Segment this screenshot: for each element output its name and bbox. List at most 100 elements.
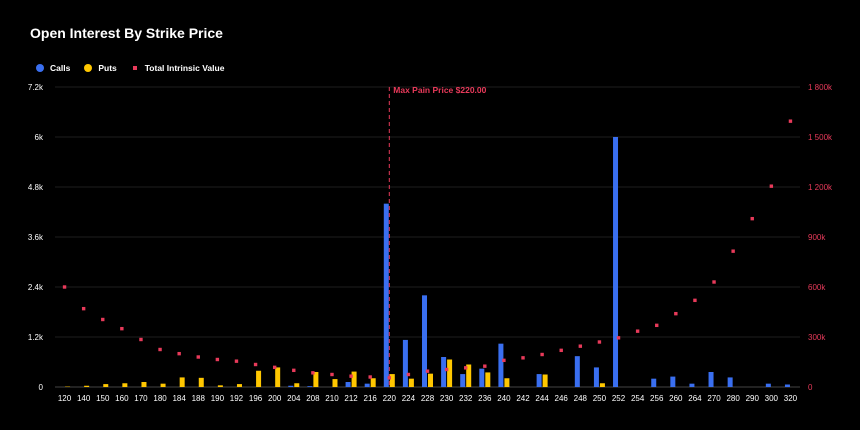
intrinsic-value-point <box>62 285 67 289</box>
x-tick-label: 240 <box>497 394 511 403</box>
y-right-tick-label: 1 200k <box>808 183 833 192</box>
calls-bar <box>784 384 790 387</box>
calls-bar <box>479 368 485 387</box>
intrinsic-value-point <box>81 306 86 311</box>
calls-bar <box>288 385 294 387</box>
y-right-tick-label: 900k <box>808 233 826 242</box>
x-tick-label: 254 <box>631 394 645 403</box>
intrinsic-value-point <box>693 298 697 303</box>
intrinsic-value-point <box>253 362 258 367</box>
puts-bar <box>160 383 166 387</box>
x-tick-label: 208 <box>306 394 320 403</box>
legend-item-intrinsic[interactable]: Total Intrinsic Value <box>131 63 225 73</box>
legend-label-intrinsic: Total Intrinsic Value <box>144 63 225 73</box>
calls-bar <box>383 203 389 387</box>
legend-marker-puts <box>84 64 93 72</box>
intrinsic-value-point <box>655 323 659 328</box>
y-right-tick-label: 0 <box>808 383 813 392</box>
calls-bar <box>708 372 714 387</box>
y-right-tick-label: 1 800k <box>808 83 833 92</box>
x-tick-label: 300 <box>765 394 779 403</box>
puts-bar <box>332 379 338 387</box>
legend-label-calls: Calls <box>50 63 71 73</box>
intrinsic-value-point <box>139 337 143 342</box>
calls-bar <box>593 367 599 387</box>
x-tick-label: 246 <box>555 394 569 403</box>
y-right-tick-label: 1 500k <box>808 133 833 142</box>
x-tick-label: 232 <box>459 394 473 403</box>
calls-bar <box>307 386 313 387</box>
intrinsic-value-point <box>597 340 602 344</box>
intrinsic-value-point <box>406 372 411 377</box>
legend-marker-calls <box>36 64 44 72</box>
x-tick-label: 170 <box>134 394 148 403</box>
x-tick-label: 140 <box>77 394 91 403</box>
x-tick-label: 224 <box>402 394 416 403</box>
calls-bar <box>613 137 619 387</box>
puts-bar <box>275 367 281 387</box>
x-tick-label: 244 <box>535 394 549 403</box>
x-tick-label: 228 <box>421 394 435 403</box>
y-left-tick-label: 0 <box>39 383 44 392</box>
max-pain-label: Max Pain Price $220.00 <box>393 85 486 95</box>
y-right-tick-label: 300k <box>808 333 826 342</box>
x-tick-label: 120 <box>58 394 72 403</box>
intrinsic-value-point <box>311 371 315 375</box>
legend-item-puts[interactable]: Puts <box>84 63 117 73</box>
puts-bar <box>542 374 548 387</box>
puts-bar <box>466 364 472 387</box>
puts-bar <box>447 359 453 387</box>
puts-bar <box>428 373 433 387</box>
puts-bar <box>504 378 510 387</box>
calls-bar <box>460 374 466 387</box>
legend-item-calls[interactable]: Calls <box>36 63 70 73</box>
puts-bar <box>313 372 319 387</box>
intrinsic-value-point <box>101 317 105 322</box>
x-tick-label: 242 <box>516 394 530 403</box>
puts-bar <box>294 383 300 387</box>
intrinsic-value-point <box>158 347 162 352</box>
x-tick-label: 280 <box>726 394 740 403</box>
calls-bar <box>651 378 657 387</box>
x-tick-label: 204 <box>287 394 301 403</box>
puts-bar <box>217 385 223 387</box>
x-tick-label: 264 <box>688 394 702 403</box>
intrinsic-value-point <box>196 355 200 359</box>
intrinsic-value-point <box>120 326 124 331</box>
legend: Calls Puts Total Intrinsic Value <box>36 63 224 73</box>
x-tick-label: 216 <box>364 394 378 403</box>
intrinsic-value-point <box>540 352 544 357</box>
x-tick-label: 212 <box>344 394 358 403</box>
intrinsic-value-point <box>578 344 583 348</box>
intrinsic-value-point <box>788 119 793 123</box>
puts-bar <box>351 371 357 387</box>
intrinsic-value-point <box>616 336 621 340</box>
puts-bar <box>84 385 90 387</box>
calls-bar <box>536 374 542 387</box>
intrinsic-value-point <box>750 216 754 221</box>
x-tick-label: 150 <box>96 394 110 403</box>
intrinsic-value-point <box>444 367 449 372</box>
intrinsic-value-point <box>330 372 334 377</box>
x-tick-label: 236 <box>478 394 492 403</box>
intrinsic-value-point <box>272 365 277 370</box>
y-left-tick-label: 2.4k <box>28 283 44 292</box>
intrinsic-value-point <box>635 329 640 333</box>
x-tick-label: 192 <box>230 394 244 403</box>
intrinsic-value-point <box>712 280 716 284</box>
calls-bar <box>670 376 676 387</box>
intrinsic-value-point <box>483 364 487 368</box>
y-left-tick-label: 3.6k <box>28 233 44 242</box>
intrinsic-value-point <box>674 311 678 316</box>
chart-title: Open Interest By Strike Price <box>30 25 223 41</box>
calls-bar <box>574 356 580 387</box>
calls-bar <box>765 383 771 387</box>
x-tick-label: 248 <box>574 394 588 403</box>
x-tick-label: 160 <box>115 394 129 403</box>
y-left-tick-label: 4.8k <box>28 183 44 192</box>
y-right-tick-label: 600k <box>808 283 826 292</box>
y-left-tick-label: 7.2k <box>28 83 44 92</box>
puts-bar <box>485 372 491 387</box>
calls-bar <box>441 357 447 387</box>
